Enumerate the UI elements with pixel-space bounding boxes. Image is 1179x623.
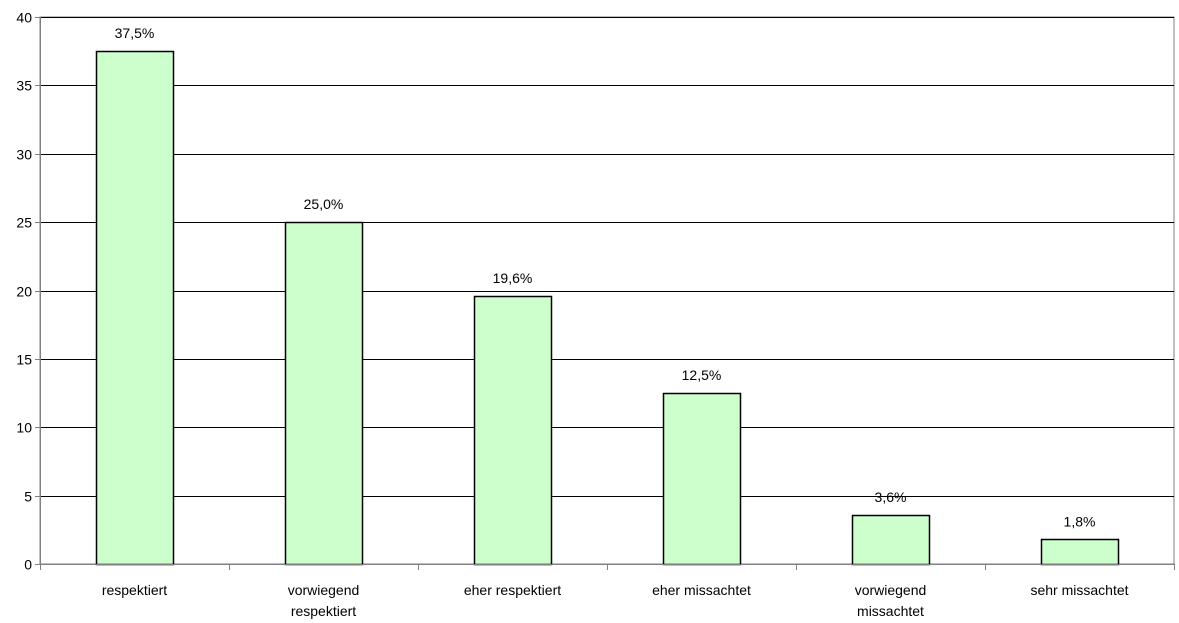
x-category-label: vorwiegend respektiert [288,582,360,619]
plot-area-frame [39,16,1175,565]
x-category-label-line: sehr missachtet [1030,582,1128,598]
y-tick-label: 25 [16,215,32,231]
bar [1040,538,1120,566]
bar [95,50,175,566]
data-label: 37,5% [115,25,155,41]
x-category-label-line: respektiert [102,582,167,598]
x-category-label: eher missachtet [652,582,751,598]
y-tick-label: 30 [16,147,32,163]
x-category-label: eher respektiert [464,582,561,598]
x-category-label-line: eher missachtet [652,582,751,598]
x-category-label-line: missachtet [857,603,924,619]
data-label: 3,6% [875,489,907,505]
bars [95,50,1120,566]
x-category-label: sehr missachtet [1030,582,1128,598]
bar [284,221,364,566]
y-tick-label: 5 [24,489,32,505]
x-category-label: respektiert [102,582,167,598]
y-tick-label: 0 [24,557,32,573]
x-category-label-line: respektiert [291,603,356,619]
labels: 0 5 10 15 20 25 30 35 40 37,5% respektiert 25,0% vor… [16,10,1128,620]
y-tick-label: 10 [16,420,32,436]
x-category-label-line: vorwiegend [288,582,360,598]
data-label: 12,5% [682,367,722,383]
x-category-label-line: vorwiegend [855,582,927,598]
bar [851,514,931,566]
axes [35,17,1175,570]
data-label: 1,8% [1064,513,1096,529]
gridlines [39,16,1175,565]
data-label: 25,0% [304,196,344,212]
bar [662,392,742,566]
y-tick-label: 20 [16,284,32,300]
x-category-label-line: eher respektiert [464,582,561,598]
data-label: 19,6% [493,270,533,286]
x-category-label: vorwiegend missachtet [855,582,927,619]
y-tick-label: 15 [16,352,32,368]
y-tick-label: 40 [16,10,32,26]
y-tick-label: 35 [16,78,32,94]
bar [473,295,553,566]
